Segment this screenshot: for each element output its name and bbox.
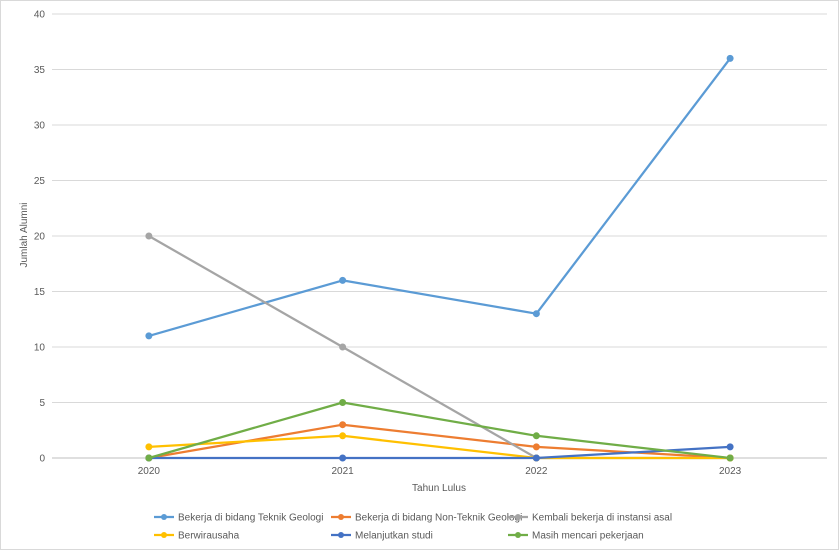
x-axis-ticks: 2020 2021 2022 2023 xyxy=(138,466,742,477)
legend-label: Bekerja di bidang Teknik Geologi xyxy=(178,513,323,524)
legend-label: Melanjutkan studi xyxy=(355,531,433,542)
data-point xyxy=(145,443,153,451)
series-line xyxy=(147,57,732,338)
data-point xyxy=(726,454,734,462)
legend-item: Masih mencari pekerjaan xyxy=(508,531,644,542)
data-point xyxy=(339,276,347,284)
series-4 xyxy=(145,432,734,462)
data-point xyxy=(532,454,540,462)
legend-label: Berwirausaha xyxy=(178,531,240,542)
series-6 xyxy=(145,399,734,462)
data-point xyxy=(339,421,347,429)
data-point xyxy=(145,332,153,340)
y-tick-label: 0 xyxy=(39,454,45,465)
y-tick-label: 25 xyxy=(34,176,46,187)
data-point xyxy=(726,54,734,62)
legend-item: Bekerja di bidang Teknik Geologi xyxy=(154,513,323,524)
series-line xyxy=(147,434,732,460)
data-point xyxy=(339,343,347,351)
x-tick-label: 2020 xyxy=(138,466,161,477)
y-tick-label: 15 xyxy=(34,287,46,298)
y-tick-label: 35 xyxy=(34,65,46,76)
y-axis-title: Jumlah Alumni xyxy=(19,202,30,267)
legend-label: Kembali bekerja di instansi asal xyxy=(532,513,672,524)
data-point xyxy=(339,432,347,440)
legend-marker xyxy=(161,532,167,538)
gridlines xyxy=(52,13,827,459)
x-tick-label: 2023 xyxy=(719,466,742,477)
y-tick-label: 5 xyxy=(39,398,45,409)
x-axis-title: Tahun Lulus xyxy=(412,483,466,494)
x-tick-label: 2021 xyxy=(332,466,355,477)
legend-marker xyxy=(161,514,167,520)
series-group xyxy=(145,54,734,462)
y-axis-ticks: 0 5 10 15 20 25 30 35 40 xyxy=(34,10,46,465)
series-line xyxy=(147,401,732,460)
data-point xyxy=(726,443,734,451)
data-point xyxy=(532,443,540,451)
y-tick-label: 30 xyxy=(34,121,46,132)
y-tick-label: 10 xyxy=(34,343,46,354)
data-point xyxy=(145,454,153,462)
legend-item: Bekerja di bidang Non-Teknik Geologi xyxy=(331,513,522,524)
data-point xyxy=(532,310,540,318)
legend-item: Melanjutkan studi xyxy=(331,531,433,542)
legend-item: Kembali bekerja di instansi asal xyxy=(508,513,672,524)
series-1 xyxy=(145,54,734,340)
y-tick-label: 20 xyxy=(34,232,46,243)
series-line xyxy=(147,445,732,460)
legend: Bekerja di bidang Teknik Geologi Bekerja … xyxy=(154,513,672,542)
data-point xyxy=(339,454,347,462)
legend-item: Berwirausaha xyxy=(154,531,240,542)
data-point xyxy=(145,232,153,240)
data-point xyxy=(339,399,347,406)
legend-label: Bekerja di bidang Non-Teknik Geologi xyxy=(355,513,522,524)
legend-label: Masih mencari pekerjaan xyxy=(532,531,644,542)
x-tick-label: 2022 xyxy=(525,466,548,477)
legend-marker xyxy=(338,514,344,520)
legend-marker xyxy=(515,532,521,538)
data-point xyxy=(532,432,540,440)
y-tick-label: 40 xyxy=(34,10,46,21)
legend-marker xyxy=(338,532,344,538)
legend-marker xyxy=(515,514,521,520)
